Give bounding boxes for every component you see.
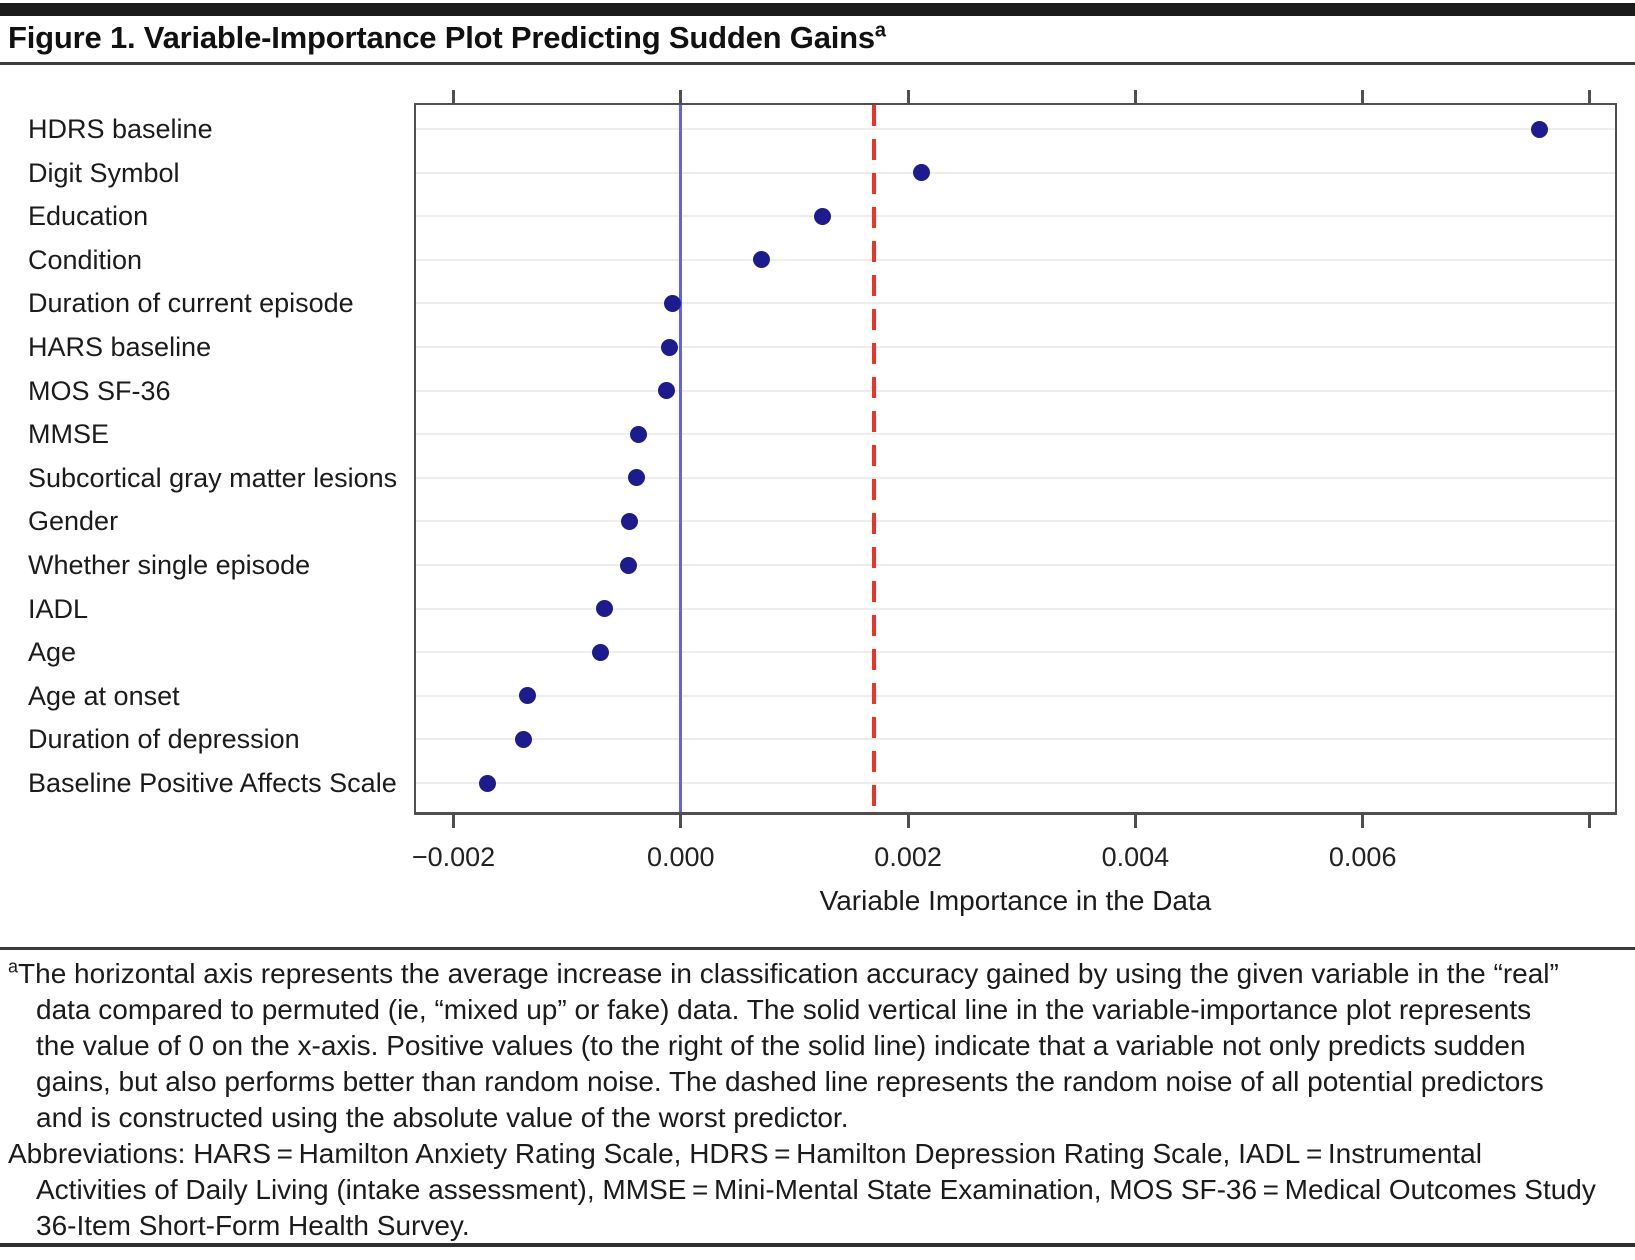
footnote-line: the value of 0 on the x-axis. Positive v…: [36, 1030, 1526, 1061]
y-axis-label: Baseline Positive Affects Scale: [28, 768, 397, 798]
footnotes: aThe horizontal axis represents the aver…: [8, 956, 1628, 1244]
data-point: [913, 164, 931, 182]
x-axis-tick-label: −0.002: [411, 842, 496, 872]
data-point: [1531, 120, 1549, 138]
data-point: [591, 643, 609, 661]
footnote-divider: [0, 947, 1635, 950]
y-axis-label: Digit Symbol: [28, 157, 180, 188]
x-axis-tick-label: 0.000: [647, 842, 715, 872]
y-axis-label: Gender: [28, 506, 119, 537]
data-point: [664, 294, 682, 312]
y-axis-label: Education: [28, 201, 149, 232]
x-axis-tick-bottom: [452, 815, 455, 828]
x-axis-tick-top: [1133, 90, 1137, 103]
x-axis-tick-label: 0.002: [874, 842, 942, 872]
x-axis-tick-bottom: [1133, 815, 1137, 828]
row-gridline: [416, 651, 1615, 654]
data-point: [620, 556, 638, 574]
x-axis-tick-bottom: [906, 815, 910, 828]
y-axis-label: Age at onset: [28, 680, 180, 711]
x-axis-tick-top: [906, 90, 910, 103]
bottom-rule: [0, 1243, 1635, 1247]
data-point: [752, 251, 770, 269]
figure-title: Figure 1. Variable-Importance Plot Predi…: [8, 20, 886, 56]
y-axis-label: MMSE: [28, 419, 109, 450]
footnote-line: Abbreviations: HARS = Hamilton Anxiety R…: [8, 1138, 1482, 1169]
data-point: [630, 425, 648, 443]
figure-title-superscript: a: [874, 19, 886, 42]
row-gridline: [416, 346, 1615, 348]
row-gridline: [416, 607, 1615, 610]
x-axis-tick-top: [679, 90, 683, 103]
row-gridline: [416, 738, 1615, 741]
row-gridline: [416, 389, 1615, 392]
row-gridline: [416, 476, 1615, 479]
footnote-line: data compared to permuted (ie, “mixed up…: [36, 994, 1532, 1025]
y-axis-label: Duration of depression: [28, 724, 300, 755]
data-point: [621, 512, 639, 530]
x-axis-tick-top: [452, 90, 455, 103]
y-axis-label: HDRS baseline: [28, 114, 213, 144]
dashed-noise-reference-line: [872, 105, 876, 812]
row-gridline: [416, 258, 1615, 261]
footnote-line: 36-Item Short-Form Health Survey.: [36, 1210, 470, 1241]
row-gridline: [416, 520, 1615, 523]
x-axis-tick-top: [1588, 90, 1592, 103]
data-point: [518, 687, 536, 705]
footnote-line: and is constructed using the absolute va…: [36, 1102, 849, 1133]
title-rule: [0, 62, 1635, 65]
data-point: [479, 774, 497, 792]
y-axis-label: Age: [28, 637, 77, 668]
data-point: [814, 207, 832, 225]
row-gridline: [416, 433, 1615, 436]
y-axis-label: Whether single episode: [28, 550, 311, 580]
plot-area: [414, 103, 1617, 815]
row-gridline: [416, 215, 1615, 218]
solid-zero-reference-line: [679, 105, 683, 812]
footnote-line: Activities of Daily Living (intake asses…: [36, 1174, 1596, 1205]
row-gridline: [416, 564, 1615, 566]
data-point: [627, 469, 645, 487]
row-gridline: [416, 694, 1615, 697]
row-gridline: [416, 171, 1615, 174]
row-gridline: [416, 128, 1615, 130]
data-point: [596, 600, 614, 618]
row-gridline: [416, 302, 1615, 305]
x-axis-tick-top: [1361, 90, 1365, 103]
data-point: [660, 338, 678, 356]
y-axis-label: Condition: [28, 244, 143, 275]
x-axis-tick-label: 0.006: [1328, 842, 1397, 872]
footnote-line: gains, but also performs better than ran…: [36, 1066, 1544, 1097]
y-axis-label: IADL: [28, 593, 89, 624]
top-rule: [0, 3, 1635, 16]
row-gridline: [416, 782, 1615, 784]
x-axis-tick-bottom: [679, 815, 683, 828]
y-axis-label: Duration of current episode: [28, 288, 354, 319]
x-axis-tick-bottom: [1588, 815, 1592, 828]
x-axis-tick-label: 0.004: [1101, 842, 1170, 872]
x-axis-title: Variable Importance in the Data: [819, 885, 1212, 916]
y-axis-label: Subcortical gray matter lesions: [28, 462, 398, 493]
figure-title-text: Figure 1. Variable-Importance Plot Predi…: [8, 20, 875, 55]
footnote-line: aThe horizontal axis represents the aver…: [8, 956, 1559, 989]
y-axis-label: MOS SF-36: [28, 375, 171, 406]
x-axis-tick-bottom: [1361, 815, 1365, 828]
data-point: [515, 730, 533, 748]
data-point: [657, 382, 675, 400]
footnote-marker: a: [8, 956, 19, 977]
y-axis-label: HARS baseline: [28, 332, 212, 362]
